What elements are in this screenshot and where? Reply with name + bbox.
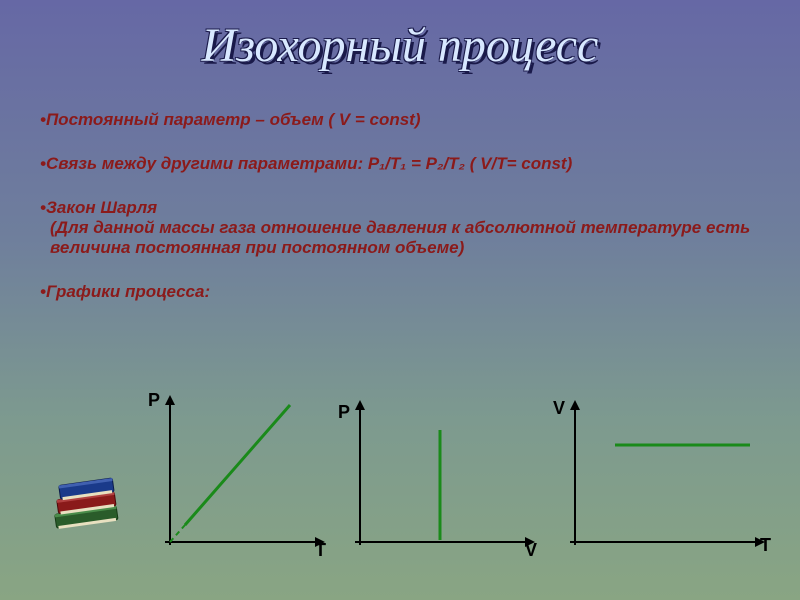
charts-row: P T P V V T	[40, 390, 780, 580]
x-axis-label: V	[525, 540, 537, 561]
slide-body: •Постоянный параметр – объем ( V = const…	[40, 110, 760, 326]
bullet-law: •Закон Шарля (Для данной массы газа отно…	[40, 198, 760, 258]
y-axis-label: V	[553, 398, 565, 419]
y-axis-label: P	[338, 402, 350, 423]
bullet-text: Постоянный параметр – объем ( V = const)	[46, 110, 421, 129]
bullet-relation: •Связь между другими параметрами: P₁/T₁ …	[40, 154, 760, 174]
chart-line	[185, 405, 290, 525]
law-name: Закон Шарля	[46, 198, 157, 217]
books-icon	[40, 450, 130, 540]
chart-p-v: P V	[330, 390, 545, 560]
bullet-text: Связь между другими параметрами: P₁/T₁ =…	[46, 154, 572, 173]
slide: Изохорный процесс •Постоянный параметр –…	[0, 0, 800, 600]
law-description: (Для данной массы газа отношение давлени…	[50, 218, 760, 258]
bullet-constant-param: •Постоянный параметр – объем ( V = const…	[40, 110, 760, 130]
y-axis-label: P	[148, 390, 160, 411]
x-axis-label: T	[760, 535, 771, 556]
slide-title: Изохорный процесс	[0, 18, 800, 73]
bullet-text: Графики процесса:	[46, 282, 210, 301]
x-axis-label: T	[315, 540, 326, 561]
chart-dash	[170, 525, 185, 542]
chart-p-t: P T	[140, 390, 330, 560]
chart-v-t: V T	[545, 390, 775, 560]
bullet-graphs: •Графики процесса:	[40, 282, 760, 302]
